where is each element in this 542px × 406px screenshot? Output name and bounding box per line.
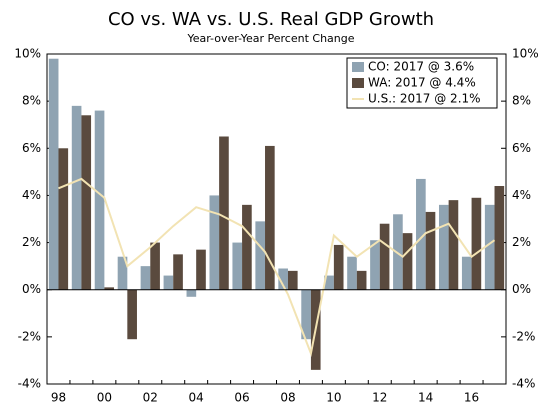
bar xyxy=(324,275,334,290)
legend-label: CO: 2017 @ 3.6% xyxy=(368,60,474,74)
x-tick-label: 04 xyxy=(189,391,204,405)
bar xyxy=(301,289,311,340)
x-tick-label: 08 xyxy=(280,391,295,405)
bar xyxy=(94,110,105,290)
bar xyxy=(471,197,482,290)
y-tick-label: -2% xyxy=(18,329,41,343)
y2-tick-label: 8% xyxy=(512,94,531,108)
bar xyxy=(117,256,128,290)
bar xyxy=(416,178,426,290)
legend-swatch xyxy=(352,62,364,72)
bar xyxy=(265,145,275,290)
bar xyxy=(232,242,243,290)
bar xyxy=(219,136,229,290)
bar xyxy=(150,242,160,290)
y-tick-label: 4% xyxy=(22,188,41,202)
bar xyxy=(448,200,459,290)
y-tick-label: 10% xyxy=(14,47,41,61)
bar xyxy=(461,256,472,290)
y2-tick-label: 6% xyxy=(512,141,531,155)
legend-label: WA: 2017 @ 4.4% xyxy=(368,76,476,90)
x-tick-label: 02 xyxy=(143,391,158,405)
y-tick-label: 2% xyxy=(22,235,41,249)
bar xyxy=(356,270,367,290)
bar xyxy=(347,256,357,290)
bar xyxy=(287,270,298,290)
bar xyxy=(494,186,505,290)
bar xyxy=(196,249,206,290)
bar xyxy=(393,214,403,290)
x-tick-label: 10 xyxy=(326,391,341,405)
bar xyxy=(438,204,449,290)
bar xyxy=(370,240,380,290)
bar xyxy=(379,223,390,290)
y-tick-label: 8% xyxy=(22,94,41,108)
y-tick-label: 0% xyxy=(22,282,41,296)
bar xyxy=(425,211,436,290)
y-tick-label: 6% xyxy=(22,141,41,155)
bar xyxy=(71,105,82,290)
x-tick-label: 00 xyxy=(97,391,112,405)
legend-label: U.S.: 2017 @ 2.1% xyxy=(368,92,481,106)
legend-swatch xyxy=(352,78,364,88)
line xyxy=(58,177,496,357)
bar xyxy=(255,221,266,290)
bar xyxy=(484,204,495,290)
bar xyxy=(242,204,252,290)
legend-box xyxy=(346,57,498,109)
y-tick-label: -4% xyxy=(18,377,41,391)
bar xyxy=(127,289,137,340)
chart-title: CO vs. WA vs. U.S. Real GDP Growth xyxy=(108,9,434,30)
x-tick-label: 98 xyxy=(51,391,66,405)
y2-tick-label: 2% xyxy=(512,235,531,249)
bar xyxy=(58,148,69,290)
y2-tick-label: 4% xyxy=(512,188,531,202)
y2-tick-label: -2% xyxy=(512,329,535,343)
bar xyxy=(402,233,413,290)
bar xyxy=(333,244,344,290)
y2-tick-label: -4% xyxy=(512,377,535,391)
bar xyxy=(186,289,197,297)
bar xyxy=(209,195,220,290)
bar xyxy=(278,268,288,290)
x-tick-label: 14 xyxy=(418,391,433,405)
bar xyxy=(163,275,174,290)
y2-tick-label: 10% xyxy=(512,47,539,61)
chart-subtitle: Year-over-Year Percent Change xyxy=(186,32,354,45)
x-tick-label: 16 xyxy=(464,391,479,405)
bar xyxy=(81,115,92,290)
y2-tick-label: 0% xyxy=(512,282,531,296)
bar xyxy=(140,266,151,290)
x-tick-label: 06 xyxy=(234,391,249,405)
bar xyxy=(104,287,115,290)
x-tick-label: 12 xyxy=(372,391,387,405)
bar xyxy=(48,58,59,290)
bar xyxy=(173,254,183,290)
